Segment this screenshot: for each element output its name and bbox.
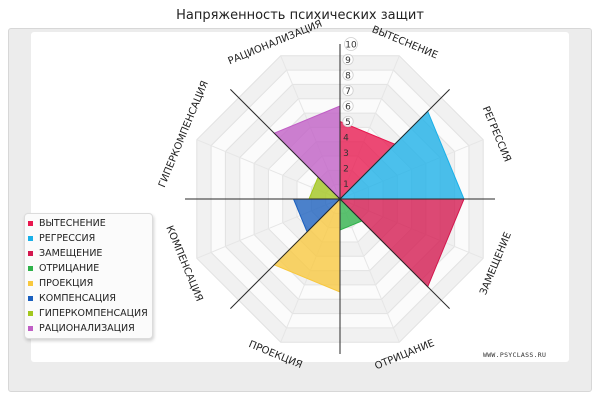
legend-item[interactable]: КОМПЕНСАЦИЯ	[25, 291, 152, 306]
axis-line	[230, 198, 341, 309]
tick-label: 2	[343, 164, 349, 174]
legend-label: РАЦИОНАЛИЗАЦИЯ	[39, 323, 135, 334]
legend-item[interactable]: РЕГРЕССИЯ	[25, 231, 152, 246]
radar-tick-labels: 1 2 3 4 5 6 7 8 9 10	[342, 37, 358, 190]
legend-item[interactable]: РАЦИОНАЛИЗАЦИЯ	[25, 321, 152, 336]
tick-label: 8	[345, 71, 351, 81]
tick-label: 3	[343, 149, 349, 159]
tick-label: 6	[345, 102, 351, 112]
legend-swatch	[28, 281, 33, 286]
tick-label: 10	[345, 40, 357, 50]
legend-item[interactable]: ПРОЕКЦИЯ	[25, 276, 152, 291]
radar-axes	[185, 44, 495, 354]
legend-swatch	[28, 221, 33, 226]
legend-swatch	[28, 236, 33, 241]
legend-item[interactable]: ОТРИЦАНИЕ	[25, 261, 152, 276]
legend-label: ЗАМЕЩЕНИЕ	[39, 248, 103, 259]
tick-bubble	[342, 84, 354, 97]
tick-bubble	[342, 115, 354, 128]
chart-title: Напряженность психических защит	[176, 8, 424, 23]
legend-label: КОМПЕНСАЦИЯ	[39, 293, 116, 304]
legend-label: РЕГРЕССИЯ	[39, 233, 96, 244]
legend-swatch	[28, 251, 33, 256]
tick-label: 7	[345, 87, 351, 97]
legend-label: ОТРИЦАНИЕ	[39, 263, 100, 274]
watermark: WWW.PSYCLASS.RU	[483, 351, 547, 359]
axis-line	[230, 89, 341, 200]
legend-swatch	[28, 326, 33, 331]
legend-label: ПРОЕКЦИЯ	[39, 278, 94, 289]
legend-swatch	[28, 311, 33, 316]
tick-label: 4	[343, 133, 349, 143]
tick-bubble	[342, 69, 354, 81]
tick-label: 5	[345, 118, 351, 128]
tick-bubble	[344, 37, 358, 51]
axis-line	[339, 89, 450, 200]
axis-line	[339, 198, 450, 309]
legend-item[interactable]: ЗАМЕЩЕНИЕ	[25, 246, 152, 261]
legend-swatch	[28, 266, 33, 271]
legend-label: ГИПЕРКОМПЕНСАЦИЯ	[39, 308, 148, 319]
tick-label: 9	[345, 56, 351, 66]
tick-bubble	[342, 100, 354, 112]
legend-item[interactable]: ГИПЕРКОМПЕНСАЦИЯ	[25, 306, 152, 321]
legend-item[interactable]: ВЫТЕСНЕНИЕ	[25, 216, 152, 231]
legend-swatch	[28, 296, 33, 301]
radar-sectors	[273, 105, 465, 293]
legend-label: ВЫТЕСНЕНИЕ	[39, 218, 106, 229]
tick-bubble	[342, 53, 354, 66]
legend: ВЫТЕСНЕНИЕ РЕГРЕССИЯ ЗАМЕЩЕНИЕ ОТРИЦАНИЕ ПРО…	[24, 213, 153, 339]
tick-label: 1	[343, 180, 349, 190]
